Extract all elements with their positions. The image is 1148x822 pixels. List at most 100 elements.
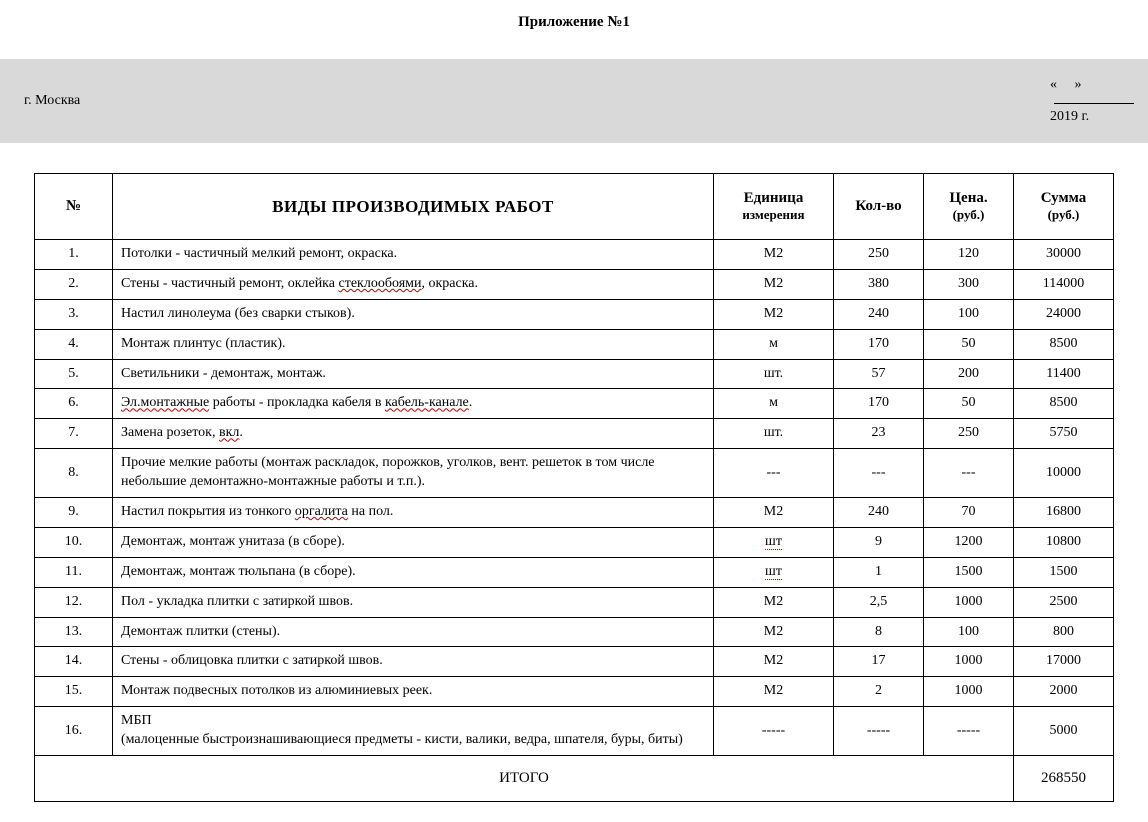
cell-qty: 1 [834, 557, 924, 587]
col-price-l1: Цена. [949, 190, 987, 206]
cell-price: 120 [924, 240, 1014, 270]
text: МБП(малоценные быстроизнашивающиеся пред… [121, 713, 683, 747]
table-row: 1.Потолки - частичный мелкий ремонт, окр… [35, 240, 1114, 270]
text: на пол. [348, 504, 394, 519]
cell-qty: 170 [834, 389, 924, 419]
col-num: № [35, 174, 113, 240]
cell-price: 100 [924, 299, 1014, 329]
cell-num: 9. [35, 498, 113, 528]
text: Демонтаж, монтаж тюльпана (в сборе). [121, 564, 356, 579]
table-row: 11. Демонтаж, монтаж тюльпана (в сборе). ш… [35, 557, 1114, 587]
cell-unit: --- [714, 449, 834, 498]
table-row: 10.Демонтаж, монтаж унитаза (в сборе).шт… [35, 527, 1114, 557]
text: Светильники - демонтаж, монтаж. [121, 366, 326, 381]
text: Демонтаж, монтаж унитаза (в сборе). [121, 534, 345, 549]
cell-desc: Демонтаж, монтаж унитаза (в сборе). [113, 527, 714, 557]
cell-sum: 1500 [1014, 557, 1114, 587]
cell-num: 5. [35, 359, 113, 389]
table-row: 4.Монтаж плинтус (пластик).м170508500 [35, 329, 1114, 359]
col-price: Цена. (руб.) [924, 174, 1014, 240]
cell-qty: 170 [834, 329, 924, 359]
cell-desc: Стены - частичный ремонт, оклейка стекло… [113, 269, 714, 299]
cell-num: 2. [35, 269, 113, 299]
text: Потолки - частичный мелкий ремонт, окрас… [121, 246, 397, 261]
cell-unit: М2 [714, 587, 834, 617]
cell-unit: шт [714, 557, 834, 587]
cell-price: 1000 [924, 587, 1014, 617]
cell-num: 12. [35, 587, 113, 617]
cell-sum: 10800 [1014, 527, 1114, 557]
cell-num: 3. [35, 299, 113, 329]
cell-price: ----- [924, 707, 1014, 756]
cell-sum: 2000 [1014, 677, 1114, 707]
cell-desc: Демонтаж плитки (стены). [113, 617, 714, 647]
cell-sum: 5750 [1014, 419, 1114, 449]
cell-sum: 24000 [1014, 299, 1114, 329]
date-blank-line [1054, 103, 1134, 104]
table-header: № ВИДЫ ПРОИЗВОДИМЫХ РАБОТ Единица измере… [35, 174, 1114, 240]
dotted-text: шт [765, 564, 782, 580]
cell-desc: МБП(малоценные быстроизнашивающиеся пред… [113, 707, 714, 756]
text: Настил покрытия из тонкого [121, 504, 295, 519]
cell-qty: 57 [834, 359, 924, 389]
text: Монтаж подвесных потолков из алюминиевых… [121, 683, 432, 698]
cell-num: 15. [35, 677, 113, 707]
cell-qty: 380 [834, 269, 924, 299]
cell-qty: 23 [834, 419, 924, 449]
table-body: 1.Потолки - частичный мелкий ремонт, окр… [35, 240, 1114, 756]
table-row: 8.Прочие мелкие работы (монтаж раскладок… [35, 449, 1114, 498]
cell-qty: 240 [834, 299, 924, 329]
cell-desc: Светильники - демонтаж, монтаж. [113, 359, 714, 389]
col-unit-l1: Единица [744, 190, 804, 206]
cell-sum: 800 [1014, 617, 1114, 647]
col-price-l2: (руб.) [930, 207, 1007, 223]
cell-desc: Демонтаж, монтаж тюльпана (в сборе). [113, 557, 714, 587]
cell-price: 300 [924, 269, 1014, 299]
table-container: № ВИДЫ ПРОИЗВОДИМЫХ РАБОТ Единица измере… [0, 143, 1148, 822]
cell-num: 16. [35, 707, 113, 756]
date-field: « » 2019 г. [1036, 61, 1138, 141]
cell-sum: 10000 [1014, 449, 1114, 498]
cell-sum: 8500 [1014, 389, 1114, 419]
text: Стены - облицовка плитки с затиркой швов… [121, 653, 383, 668]
col-qty: Кол-во [834, 174, 924, 240]
cell-qty: 240 [834, 498, 924, 528]
table-row: 2.Стены - частичный ремонт, оклейка стек… [35, 269, 1114, 299]
cell-sum: 8500 [1014, 329, 1114, 359]
wavy-text: кабель-канале [385, 395, 469, 410]
cell-unit: М2 [714, 299, 834, 329]
cell-unit: М2 [714, 617, 834, 647]
cell-unit: М2 [714, 240, 834, 270]
total-value: 268550 [1014, 756, 1114, 802]
cell-sum: 2500 [1014, 587, 1114, 617]
wavy-text: оргалита [295, 504, 348, 519]
col-sum-l1: Сумма [1041, 190, 1087, 206]
wavy-text: стеклообоями [339, 276, 422, 291]
cell-qty: 250 [834, 240, 924, 270]
text: Пол - укладка плитки с затиркой швов. [121, 594, 353, 609]
cell-desc: Прочие мелкие работы (монтаж раскладок, … [113, 449, 714, 498]
table-row: 13.Демонтаж плитки (стены).М28100800 [35, 617, 1114, 647]
cell-qty: 2,5 [834, 587, 924, 617]
col-sum-l2: (руб.) [1020, 207, 1107, 223]
cell-qty: 8 [834, 617, 924, 647]
city-label: г. Москва [24, 93, 80, 109]
cell-sum: 16800 [1014, 498, 1114, 528]
total-label: ИТОГО [35, 756, 1014, 802]
table-row: 16.МБП(малоценные быстроизнашивающиеся п… [35, 707, 1114, 756]
table-row: 12. Пол - укладка плитки с затиркой швов.… [35, 587, 1114, 617]
col-sum: Сумма (руб.) [1014, 174, 1114, 240]
cell-desc: Эл.монтажные работы - прокладка кабеля в… [113, 389, 714, 419]
cell-num: 13. [35, 617, 113, 647]
cell-desc: Монтаж подвесных потолков из алюминиевых… [113, 677, 714, 707]
cell-desc: Стены - облицовка плитки с затиркой швов… [113, 647, 714, 677]
cell-unit: М2 [714, 498, 834, 528]
text: работы - прокладка кабеля в [209, 395, 385, 410]
cell-sum: 114000 [1014, 269, 1114, 299]
text: Прочие мелкие работы (монтаж раскладок, … [121, 455, 655, 489]
date-close-quote: » [1075, 77, 1082, 92]
cell-desc: Пол - укладка плитки с затиркой швов. [113, 587, 714, 617]
cell-unit: М2 [714, 269, 834, 299]
table-footer: ИТОГО 268550 [35, 756, 1114, 802]
cell-num: 11. [35, 557, 113, 587]
